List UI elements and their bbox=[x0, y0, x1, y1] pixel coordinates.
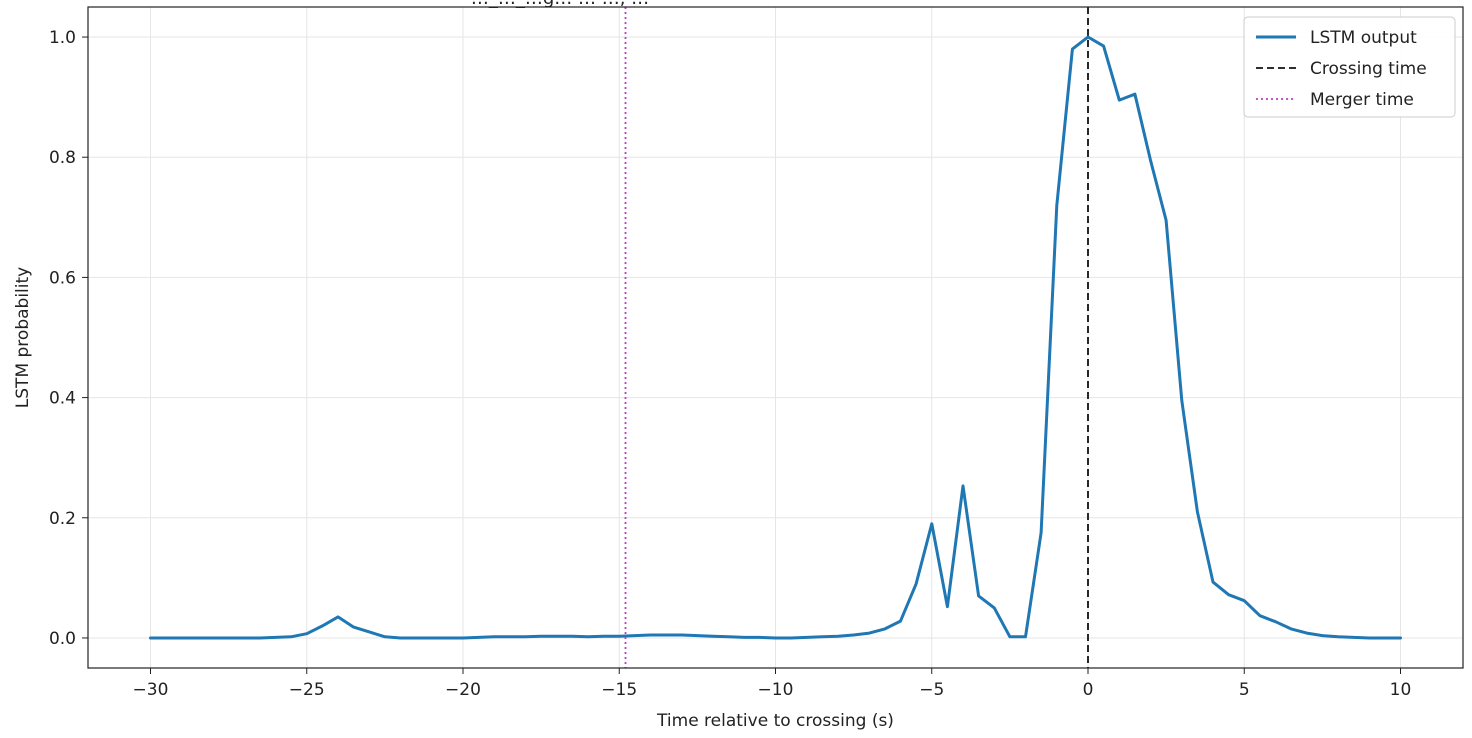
legend: LSTM output Crossing time Merger time bbox=[1243, 16, 1456, 118]
legend-label: Crossing time bbox=[1310, 59, 1427, 79]
x-tick-label: −5 bbox=[919, 680, 944, 700]
lstm-output-line bbox=[149, 35, 1402, 640]
x-tick-label: −10 bbox=[758, 680, 794, 700]
y-axis-title: LSTM probability bbox=[13, 267, 33, 408]
x-tick-label: 5 bbox=[1239, 680, 1250, 700]
y-tick-label: 0.6 bbox=[49, 268, 76, 288]
x-axis-title: Time relative to crossing (s) bbox=[656, 711, 894, 731]
legend-label: Merger time bbox=[1310, 90, 1414, 110]
x-tick-label: −20 bbox=[445, 680, 481, 700]
grid-layer bbox=[88, 7, 1463, 668]
x-tick-label: 0 bbox=[1083, 680, 1094, 700]
y-tick-label: 0.4 bbox=[49, 389, 76, 409]
tick-layer: −30 −25 −20 −15 −10 −5 0 5 10 0.0 0.2 0.4 0.6 0.8 1.0 bbox=[49, 28, 1411, 700]
legend-label: LSTM output bbox=[1310, 28, 1417, 48]
x-tick-label: −25 bbox=[289, 680, 325, 700]
y-tick-label: 0.2 bbox=[49, 509, 76, 529]
reference-lines-layer bbox=[624, 7, 1089, 668]
y-tick-label: 0.0 bbox=[49, 629, 76, 649]
x-tick-label: −30 bbox=[133, 680, 169, 700]
legend-box bbox=[1243, 16, 1456, 118]
y-tick-label: 1.0 bbox=[49, 28, 76, 48]
chart-title: …_…_…g… … …, … bbox=[471, 0, 649, 9]
series-layer bbox=[149, 35, 1402, 640]
y-tick-label: 0.8 bbox=[49, 148, 76, 168]
x-tick-label: 10 bbox=[1390, 680, 1412, 700]
x-tick-label: −15 bbox=[601, 680, 637, 700]
